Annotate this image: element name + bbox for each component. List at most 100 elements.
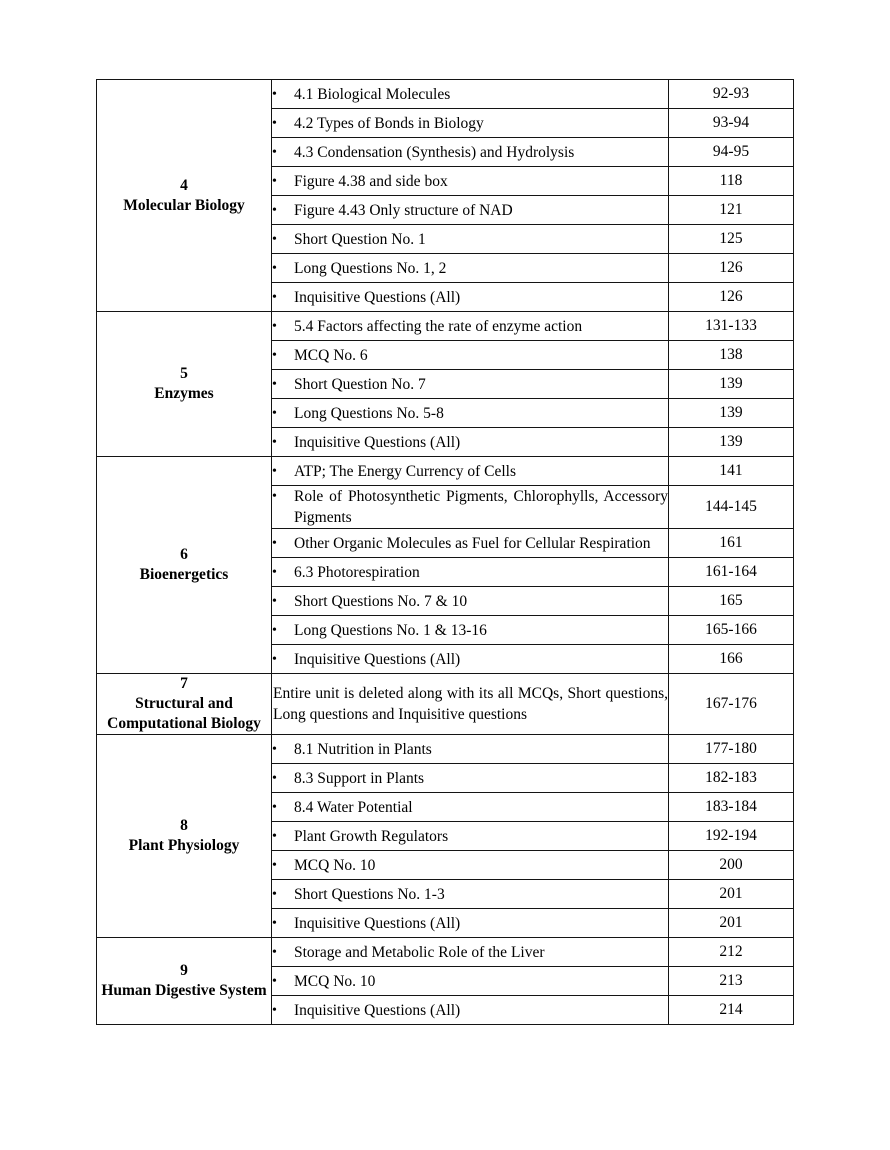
bullet-icon: • (272, 173, 277, 189)
topic-cell: • MCQ No. 10 (271, 850, 669, 880)
topic-text: MCQ No. 10 (294, 856, 376, 874)
topic-text: 8.1 Nutrition in Plants (294, 740, 432, 758)
topic-cell: • Role of Photosynthetic Pigments, Chloro… (271, 485, 669, 529)
topic-inner: • ATP; The Energy Currency of Cells (272, 461, 668, 482)
unit-name: Enzymes (154, 385, 214, 402)
page-range: 126 (668, 253, 794, 283)
topic-inner: • MCQ No. 10 (272, 971, 668, 992)
topic-inner: • 4.2 Types of Bonds in Biology (272, 113, 668, 134)
page-range: 200 (668, 850, 794, 880)
unit-cell: 6 Bioenergetics (96, 456, 272, 674)
table-row: • Short Question No. 1 125 (97, 224, 794, 254)
table-row: • MCQ No. 10 213 (97, 966, 794, 996)
topic-cell: • 8.1 Nutrition in Plants (271, 734, 669, 764)
page-range: 182-183 (668, 763, 794, 793)
topic-text: 5.4 Factors affecting the rate of enzyme… (294, 317, 583, 335)
table-row: • 8.3 Support in Plants 182-183 (97, 763, 794, 793)
topic-inner: Entire unit is deleted along with its al… (272, 683, 668, 725)
bullet-icon: • (272, 347, 277, 363)
table-row: 9 Human Digestive System • Storage and Meta… (96, 937, 794, 1025)
page-range: 165-166 (668, 615, 794, 645)
topic-inner: • 8.3 Support in Plants (272, 768, 668, 789)
topic-cell: • Short Questions No. 1-3 (271, 879, 669, 909)
page-range: 139 (668, 427, 794, 457)
bullet-icon: • (272, 741, 277, 757)
topic-cell: • Inquisitive Questions (All) (271, 427, 669, 457)
topic-cell: • Inquisitive Questions (All) (271, 644, 669, 674)
bullet-icon: • (272, 318, 277, 334)
bullet-icon: • (272, 144, 277, 160)
topic-cell: • Inquisitive Questions (All) (271, 908, 669, 938)
unit-cell: 9 Human Digestive System (96, 937, 272, 1025)
topic-inner: • 5.4 Factors affecting the rate of enzym… (272, 316, 668, 337)
page-range: 92-93 (668, 79, 794, 109)
topic-cell: • Short Questions No. 7 & 10 (271, 586, 669, 616)
page-range: 141 (668, 456, 794, 486)
page-range: 131-133 (668, 311, 794, 341)
bullet-icon: • (272, 231, 277, 247)
bullet-icon: • (272, 944, 277, 960)
topic-text: 4.1 Biological Molecules (294, 85, 451, 103)
table-row: 7 Structural and Computational Biology Ent… (96, 673, 794, 735)
table-row: • Long Questions No. 1, 2 126 (97, 253, 794, 283)
topic-cell: Entire unit is deleted along with its al… (271, 673, 669, 735)
table-row: 8 Plant Physiology • 8.1 Nutrition in Plant… (96, 734, 794, 938)
topic-inner: • MCQ No. 10 (272, 855, 668, 876)
topic-cell: • ATP; The Energy Currency of Cells (271, 456, 669, 486)
topic-text: 6.3 Photorespiration (294, 563, 420, 581)
topic-cell: • 4.1 Biological Molecules (271, 79, 669, 109)
topic-text: Long Questions No. 1 & 13-16 (294, 621, 487, 639)
table-row: • 4.3 Condensation (Synthesis) and Hydrol… (97, 137, 794, 167)
table-row: • Short Questions No. 1-3 201 (97, 879, 794, 909)
topic-inner: • MCQ No. 6 (272, 345, 668, 366)
unit-number: 8 (180, 817, 188, 834)
bullet-icon: • (272, 202, 277, 218)
bullet-icon: • (272, 973, 277, 989)
topic-text: 8.4 Water Potential (294, 798, 413, 816)
topic-text: Inquisitive Questions (All) (294, 650, 461, 668)
table-row: • Short Question No. 7 139 (97, 369, 794, 399)
topic-cell: • Inquisitive Questions (All) (271, 282, 669, 312)
topic-cell: • Long Questions No. 1 & 13-16 (271, 615, 669, 645)
topic-inner: • 6.3 Photorespiration (272, 562, 668, 583)
page-range: 201 (668, 908, 794, 938)
table-row: • Role of Photosynthetic Pigments, Chloro… (97, 485, 794, 529)
page-range: 118 (668, 166, 794, 196)
table-row: • Inquisitive Questions (All) 126 (97, 282, 794, 312)
topic-inner: • Role of Photosynthetic Pigments, Chloro… (272, 486, 668, 528)
bullet-icon: • (272, 86, 277, 102)
topic-cell: • MCQ No. 6 (271, 340, 669, 370)
table-row: • MCQ No. 6 138 (97, 340, 794, 370)
page-range: 214 (668, 995, 794, 1025)
table-row: • Inquisitive Questions (All) 214 (97, 995, 794, 1025)
page-range: 144-145 (668, 485, 794, 529)
bullet-icon: • (272, 593, 277, 609)
bullet-icon: • (272, 463, 277, 479)
topic-inner: • 8.4 Water Potential (272, 797, 668, 818)
topic-inner: • Figure 4.43 Only structure of NAD (272, 200, 668, 221)
topic-text: Short Question No. 7 (294, 375, 426, 393)
unit-cell: 5 Enzymes (96, 311, 272, 457)
bullet-icon: • (272, 857, 277, 873)
table-row: • MCQ No. 10 200 (97, 850, 794, 880)
page-range: 165 (668, 586, 794, 616)
page-range: 126 (668, 282, 794, 312)
topic-text: Long Questions No. 1, 2 (294, 259, 447, 277)
topic-cell: • 4.3 Condensation (Synthesis) and Hydrol… (271, 137, 669, 167)
bullet-icon: • (272, 770, 277, 786)
topic-cell: • 6.3 Photorespiration (271, 557, 669, 587)
topic-cell: • Long Questions No. 5-8 (271, 398, 669, 428)
bullet-icon: • (272, 535, 277, 551)
topic-cell: • Short Question No. 1 (271, 224, 669, 254)
table-row: 5 Enzymes • 5.4 Factors affecting the rate … (96, 311, 794, 457)
table-row: • Inquisitive Questions (All) 139 (97, 427, 794, 457)
bullet-icon: • (272, 115, 277, 131)
topic-text: Plant Growth Regulators (294, 827, 449, 845)
bullet-icon: • (272, 260, 277, 276)
topic-cell: • Plant Growth Regulators (271, 821, 669, 851)
topic-text: 8.3 Support in Plants (294, 769, 425, 787)
topic-text: ATP; The Energy Currency of Cells (294, 462, 516, 480)
table-row: 6 Bioenergetics • ATP; The Energy Currency … (96, 456, 794, 674)
bullet-icon: • (272, 489, 277, 504)
unit-cell: 7 Structural and Computational Biology (96, 673, 272, 735)
